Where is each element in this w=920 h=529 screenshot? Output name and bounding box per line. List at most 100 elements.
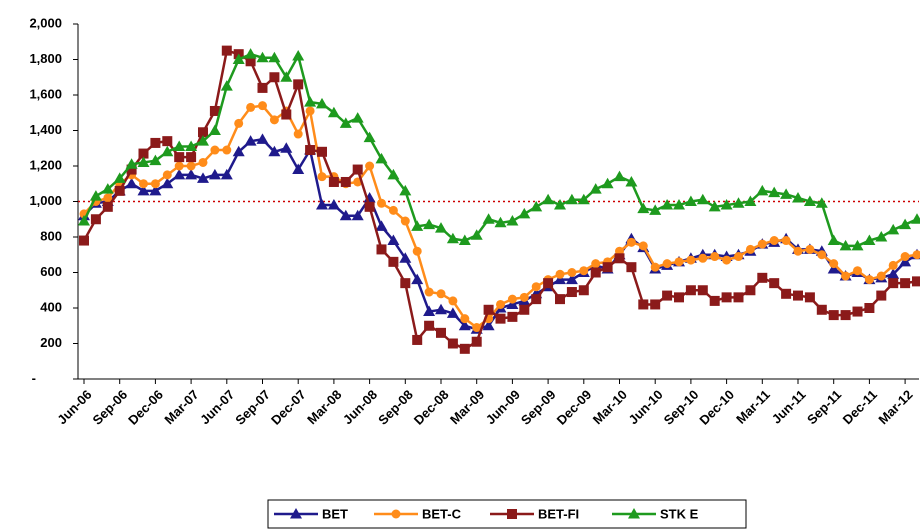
x-tick-label: Jun-08 — [340, 387, 380, 427]
data-point — [530, 200, 543, 212]
x-tick-label: Dec-08 — [411, 387, 452, 428]
legend: BET BET-C BET-FI STK E — [267, 499, 747, 529]
data-point — [827, 234, 840, 246]
series — [79, 45, 920, 354]
data-point — [591, 259, 601, 269]
data-point — [375, 220, 388, 231]
data-point — [793, 290, 803, 301]
data-point — [804, 292, 815, 303]
data-point — [674, 292, 684, 303]
data-point — [197, 135, 209, 146]
data-point — [375, 152, 388, 164]
x-tick-label: Sep-11 — [804, 387, 844, 427]
y-tick-label: 1,800 — [29, 51, 62, 66]
data-point — [137, 156, 150, 167]
data-point — [673, 199, 685, 210]
data-point — [507, 294, 517, 304]
data-point — [317, 146, 327, 157]
legend-marker — [507, 509, 517, 519]
data-point — [327, 199, 340, 210]
data-point — [125, 158, 138, 169]
data-point — [495, 313, 506, 324]
data-point — [519, 304, 530, 315]
x-tick-label: Jun-07 — [197, 387, 237, 427]
data-point — [423, 305, 436, 317]
x-tick-label: Sep-07 — [232, 387, 273, 428]
data-point — [601, 177, 614, 189]
legend-label: BET-C — [422, 506, 462, 521]
data-point — [113, 172, 126, 183]
data-point — [399, 184, 412, 196]
data-point — [899, 218, 912, 230]
data-point — [244, 48, 257, 59]
data-point — [912, 250, 920, 260]
data-point — [459, 343, 470, 354]
data-point — [708, 200, 721, 212]
data-point — [317, 172, 327, 182]
x-tick-label: Mar-08 — [304, 387, 344, 427]
data-point — [411, 273, 424, 285]
data-point — [555, 269, 565, 279]
data-point — [876, 290, 887, 301]
data-point — [197, 172, 209, 183]
data-point — [149, 184, 162, 196]
data-point — [817, 250, 827, 260]
data-point — [400, 216, 410, 226]
data-point — [769, 278, 780, 289]
data-point — [887, 223, 900, 235]
data-point — [101, 183, 114, 194]
data-point — [722, 255, 732, 265]
data-point — [352, 164, 363, 175]
data-point — [578, 285, 589, 296]
data-point — [626, 262, 637, 273]
data-point — [316, 97, 328, 109]
data-point — [364, 201, 375, 212]
data-point — [269, 115, 279, 125]
data-point — [388, 256, 399, 267]
data-point — [805, 244, 815, 254]
data-point — [769, 236, 779, 246]
x-tick-label: Dec-10 — [696, 387, 737, 428]
data-point — [852, 306, 863, 317]
data-point — [436, 327, 446, 338]
data-point — [565, 193, 578, 205]
data-point — [768, 186, 781, 198]
data-point — [815, 197, 828, 208]
data-point — [246, 102, 256, 112]
data-point — [174, 152, 185, 163]
data-point — [234, 118, 244, 128]
legend-marker — [391, 509, 401, 519]
legend-label: STK E — [660, 506, 699, 521]
data-point — [411, 220, 424, 231]
data-point — [351, 209, 364, 221]
data-point — [733, 292, 744, 303]
data-point — [90, 214, 101, 225]
x-tick-label: Jun-06 — [54, 387, 94, 427]
data-point — [399, 252, 412, 263]
y-tick-label: 400 — [40, 299, 62, 314]
data-point — [863, 234, 876, 246]
data-point — [734, 252, 743, 262]
x-tick-label: Jun-11 — [769, 387, 809, 427]
data-point — [829, 259, 839, 269]
data-point — [174, 161, 184, 171]
data-point — [208, 124, 221, 135]
data-point — [162, 136, 173, 147]
data-point — [268, 145, 281, 157]
data-point — [423, 218, 436, 230]
data-point — [686, 255, 696, 265]
data-point — [340, 176, 351, 187]
data-point — [447, 338, 458, 349]
y-tick-label: 1,000 — [29, 193, 62, 208]
data-point — [602, 262, 613, 273]
x-tick-label: Jun-09 — [483, 387, 523, 427]
data-point — [579, 266, 589, 276]
data-point — [138, 148, 149, 159]
data-point — [256, 51, 269, 63]
data-point — [448, 296, 458, 306]
x-tick-label: Mar-12 — [875, 387, 915, 427]
data-point — [257, 82, 268, 93]
data-point — [150, 137, 161, 148]
data-point — [899, 255, 912, 267]
data-point — [446, 307, 459, 318]
